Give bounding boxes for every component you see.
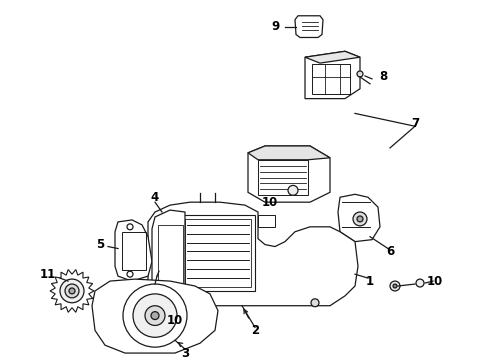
Text: 9: 9 bbox=[271, 20, 279, 33]
Circle shape bbox=[353, 212, 367, 226]
Text: 1: 1 bbox=[366, 275, 374, 288]
Circle shape bbox=[284, 186, 296, 198]
Circle shape bbox=[151, 312, 159, 320]
Text: 10: 10 bbox=[262, 196, 278, 209]
Text: 7: 7 bbox=[411, 117, 419, 130]
Polygon shape bbox=[92, 279, 218, 353]
Text: 4: 4 bbox=[151, 191, 159, 204]
Polygon shape bbox=[152, 210, 185, 296]
Circle shape bbox=[65, 284, 79, 298]
Text: 10: 10 bbox=[427, 275, 443, 288]
Text: 11: 11 bbox=[40, 268, 56, 281]
Polygon shape bbox=[258, 215, 275, 227]
Polygon shape bbox=[50, 270, 94, 312]
Polygon shape bbox=[305, 51, 360, 99]
Circle shape bbox=[123, 284, 187, 347]
Circle shape bbox=[416, 279, 424, 287]
Text: 6: 6 bbox=[386, 245, 394, 258]
Circle shape bbox=[145, 306, 165, 325]
Text: 10: 10 bbox=[167, 314, 183, 327]
Polygon shape bbox=[338, 194, 380, 242]
Circle shape bbox=[357, 71, 363, 77]
Polygon shape bbox=[248, 146, 330, 202]
Polygon shape bbox=[148, 202, 358, 306]
Circle shape bbox=[192, 303, 198, 309]
Text: 2: 2 bbox=[251, 324, 259, 337]
Polygon shape bbox=[180, 215, 255, 291]
Circle shape bbox=[196, 300, 204, 308]
Text: 5: 5 bbox=[96, 238, 104, 251]
Circle shape bbox=[357, 216, 363, 222]
Circle shape bbox=[188, 299, 202, 312]
Circle shape bbox=[69, 288, 75, 294]
Circle shape bbox=[390, 281, 400, 291]
Text: 8: 8 bbox=[379, 71, 387, 84]
Text: 3: 3 bbox=[181, 347, 189, 360]
Circle shape bbox=[60, 279, 84, 303]
Polygon shape bbox=[115, 220, 152, 281]
Polygon shape bbox=[295, 16, 323, 37]
Circle shape bbox=[288, 185, 298, 195]
Polygon shape bbox=[248, 146, 330, 160]
Circle shape bbox=[393, 284, 397, 288]
Circle shape bbox=[133, 294, 177, 337]
Circle shape bbox=[311, 299, 319, 307]
Polygon shape bbox=[305, 51, 360, 63]
